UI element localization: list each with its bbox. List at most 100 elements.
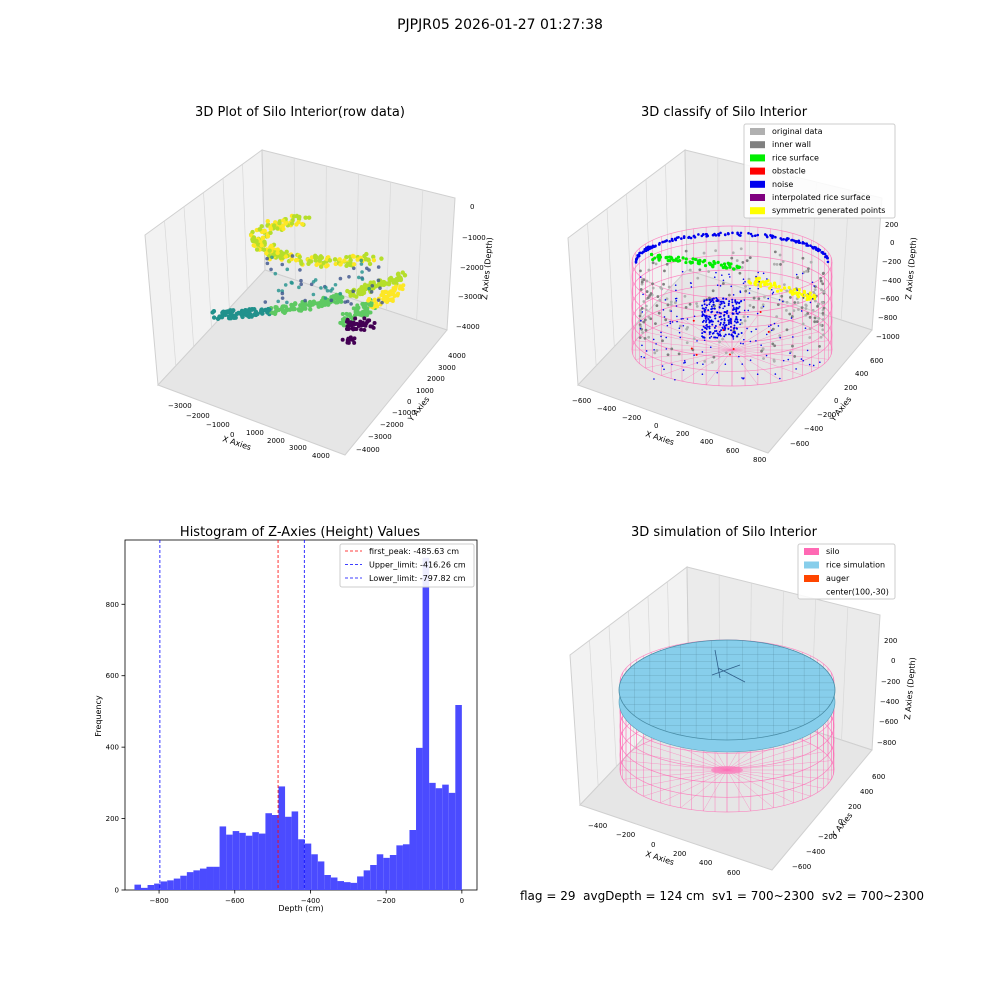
classify-zticks: 200 0 −200 −400 −600 −800 −1000: [876, 221, 901, 341]
raw-point: [257, 227, 263, 232]
classify-point: [684, 260, 688, 265]
classify-point: [643, 318, 647, 322]
classify-point: [663, 368, 665, 371]
hist-yticks: 0 200 400 600 800: [106, 601, 125, 895]
classify-ytick: 400: [855, 370, 868, 378]
sim-silo-spoke: [702, 769, 728, 812]
classify-point: [727, 302, 730, 305]
raw-xtick: 2000: [267, 437, 285, 445]
classify-point: [787, 286, 791, 290]
classify-point: [776, 289, 780, 293]
classify-point: [678, 327, 681, 330]
classify-point: [736, 301, 739, 304]
classify-silo-spoke: [731, 349, 819, 369]
classify-point: [682, 369, 685, 371]
raw-point: [380, 289, 385, 294]
classify-point: [756, 233, 760, 237]
classify-point: [723, 321, 726, 324]
raw-point: [280, 291, 285, 296]
classify-point: [704, 321, 707, 324]
raw-point: [250, 229, 255, 235]
hist-bar: [147, 885, 155, 890]
classify-point: [729, 317, 732, 320]
sim-ztick: −600: [879, 718, 898, 726]
sim-ylabel: Y Axies: [829, 811, 855, 840]
raw-point: [281, 226, 286, 232]
hist-bar: [402, 844, 410, 890]
classify-point: [721, 282, 725, 285]
raw-point: [337, 257, 342, 262]
hist-bar: [304, 843, 312, 890]
classify-point: [761, 280, 765, 284]
classify-point: [641, 311, 644, 313]
classify-point: [642, 320, 646, 324]
classify-gridline: [665, 164, 670, 290]
classify-point: [749, 287, 751, 290]
raw-point: [360, 301, 365, 306]
classify-point: [705, 304, 708, 307]
raw-point: [260, 235, 266, 241]
classify-point: [820, 288, 823, 292]
classify-ytick: −200: [817, 411, 836, 419]
classify-point: [712, 301, 715, 304]
classify-point: [739, 323, 741, 326]
classify-point: [690, 260, 694, 265]
simulation-panel-title: 3D simulation of Silo Interior: [631, 525, 818, 540]
hist-bar: [422, 557, 430, 890]
classify-point: [730, 285, 733, 288]
raw-point: [363, 323, 368, 328]
hist-bar: [389, 855, 397, 890]
classify-point: [719, 321, 722, 324]
classify-point: [711, 310, 714, 313]
classify-point: [779, 237, 782, 240]
classify-point: [663, 316, 666, 318]
classify-point: [802, 359, 805, 362]
classify-point: [819, 335, 823, 339]
classify-point: [819, 279, 823, 283]
classify-point: [660, 287, 664, 291]
raw-xtick: 4000: [312, 452, 330, 460]
classify-point: [723, 305, 726, 308]
raw-point: [321, 260, 326, 266]
classify-point: [701, 304, 704, 307]
classify-point: [719, 323, 722, 326]
raw-point: [285, 300, 289, 305]
raw-point: [297, 285, 301, 290]
raw-point: [362, 327, 367, 332]
classify-point: [734, 299, 737, 302]
classify-point: [640, 306, 644, 310]
classify-point: [739, 290, 742, 292]
classify-xtick: 200: [676, 430, 689, 438]
classify-legend-label: noise: [772, 180, 793, 189]
classify-xlabel: X Axies: [644, 429, 675, 447]
classify-point: [753, 234, 757, 238]
classify-point: [701, 373, 704, 375]
classify-point: [813, 320, 817, 324]
classify-point: [648, 246, 652, 250]
classify-point: [707, 309, 710, 312]
classify-point: [738, 305, 741, 308]
raw-point: [254, 247, 260, 252]
classify-point: [663, 240, 666, 243]
raw-point: [261, 247, 267, 252]
raw-point: [311, 279, 316, 284]
classify-point: [728, 262, 732, 266]
classify-point: [747, 280, 751, 284]
classify-point: [817, 317, 821, 320]
classify-point: [819, 361, 821, 364]
classify-point: [782, 238, 785, 241]
classify-point: [770, 288, 773, 291]
classify-point: [768, 325, 770, 328]
classify-legend-label: original data: [772, 127, 823, 136]
classify-point: [722, 329, 725, 332]
raw-point: [344, 254, 349, 260]
classify-point: [639, 311, 643, 315]
raw-point: [368, 324, 373, 329]
classify-point: [684, 361, 686, 364]
sim-xtick: −400: [588, 822, 607, 830]
raw-point: [347, 275, 351, 279]
classify-point: [716, 299, 719, 302]
raw-point: [325, 288, 330, 293]
raw-xtick: −2000: [186, 412, 210, 420]
classify-point: [695, 304, 699, 308]
